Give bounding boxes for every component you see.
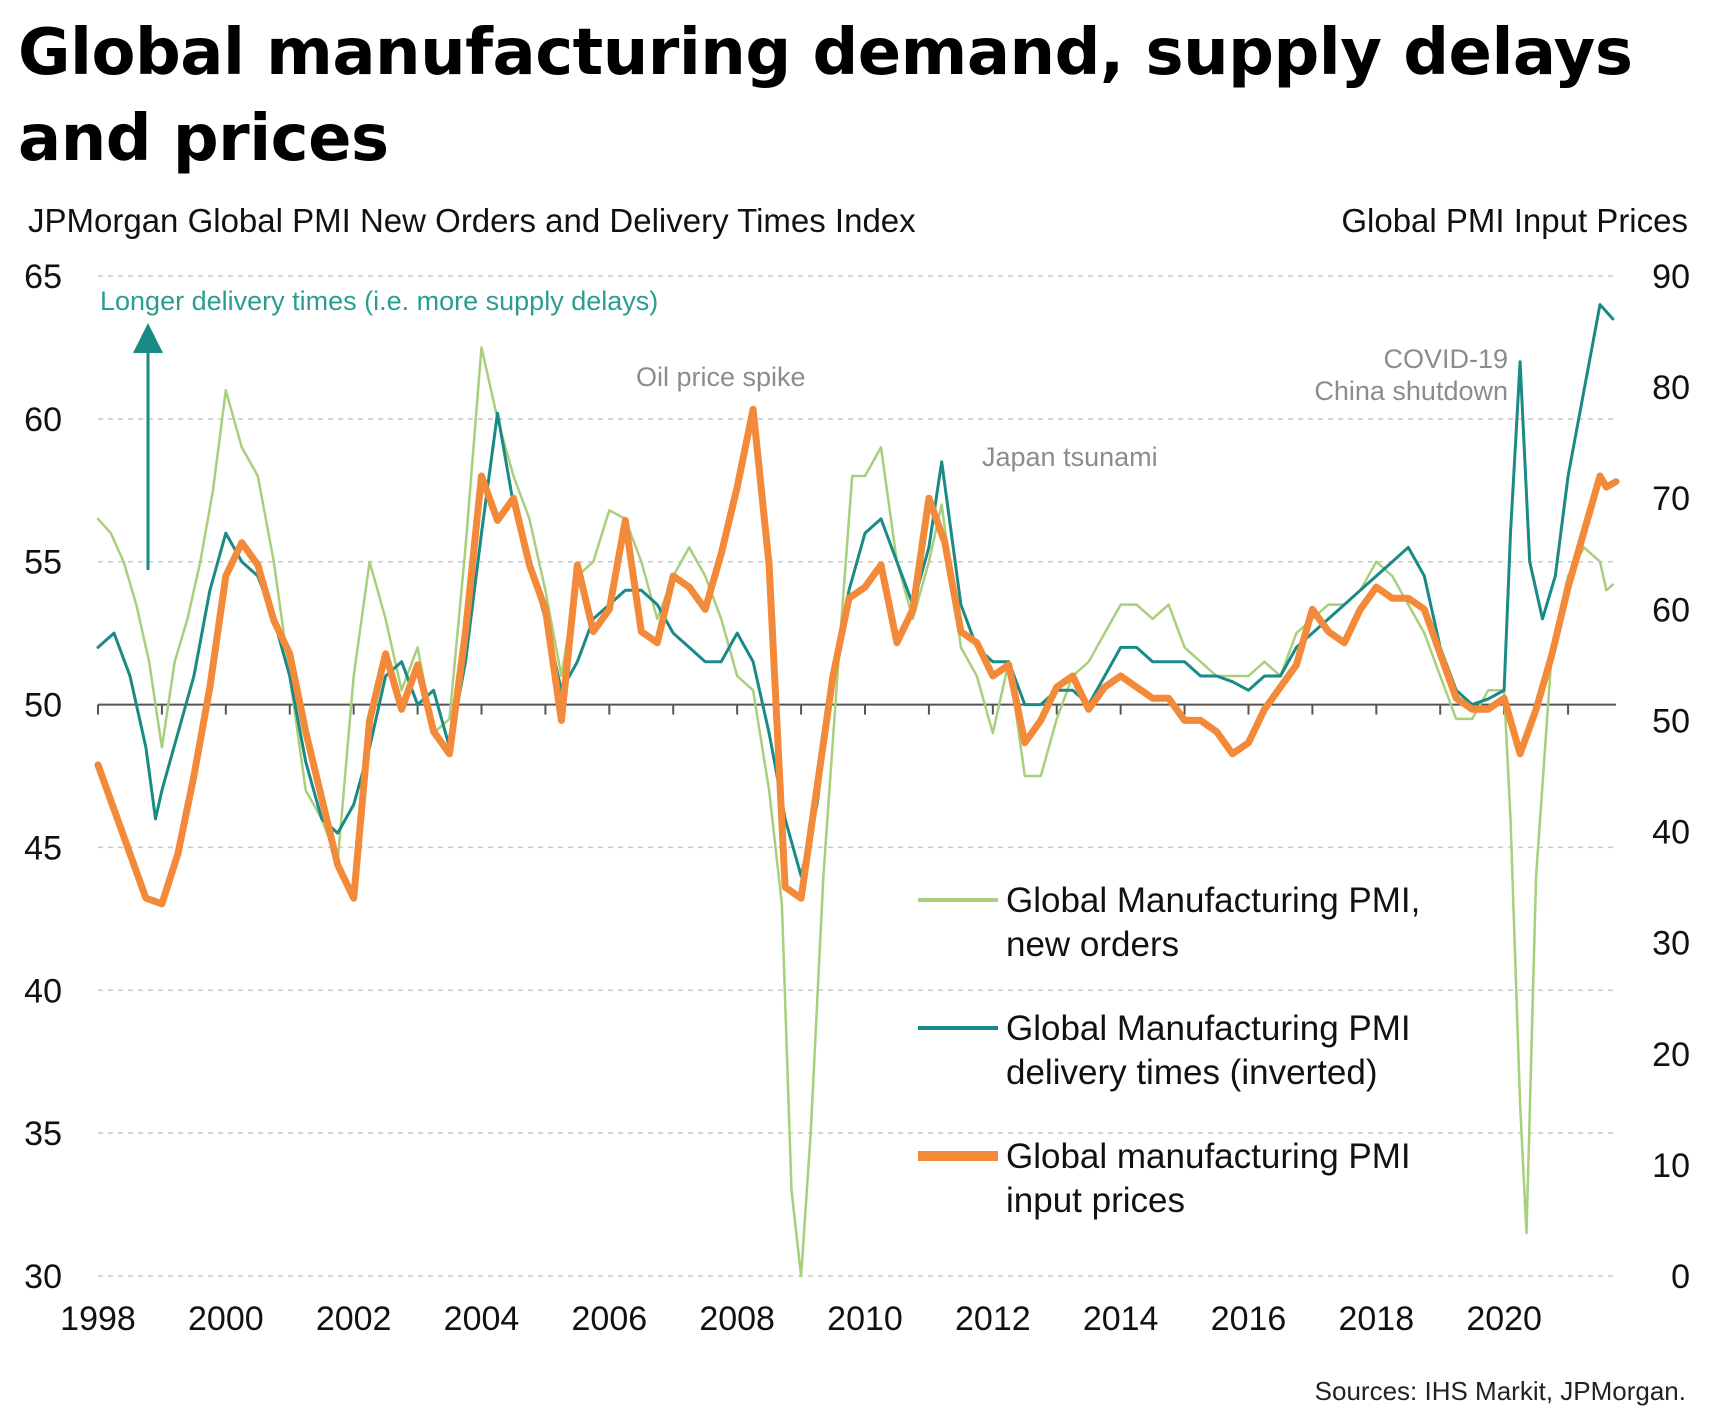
right-y-tick-label: 10 — [1652, 1147, 1690, 1185]
x-tick-label: 2018 — [1338, 1300, 1414, 1338]
legend-label-new-orders-line2: new orders — [1006, 925, 1179, 964]
left-y-tick-label: 35 — [24, 1115, 62, 1153]
japan-tsunami-annotation: Japan tsunami — [982, 442, 1158, 472]
gridlines — [98, 275, 1616, 1277]
x-tick-label: 2012 — [955, 1300, 1031, 1338]
source-note: Sources: IHS Markit, JPMorgan. — [1315, 1376, 1686, 1406]
supply-delays-annotation: Longer delivery times (i.e. more supply … — [100, 286, 658, 316]
series-line-1 — [96, 303, 1615, 878]
left-y-tick-label: 60 — [24, 401, 62, 439]
right-y-tick-label: 90 — [1652, 258, 1690, 296]
left-axis-title: JPMorgan Global PMI New Orders and Deliv… — [28, 202, 916, 239]
x-tick-label: 2008 — [699, 1300, 775, 1338]
right-y-tick-label: 50 — [1652, 702, 1690, 740]
left-y-tick-label: 45 — [24, 829, 62, 867]
right-y-tick-label: 30 — [1652, 925, 1690, 963]
right-y-tick-label: 80 — [1652, 369, 1690, 407]
left-y-tick-label: 30 — [24, 1258, 62, 1296]
x-tick-label: 2020 — [1466, 1300, 1542, 1338]
legend: Global Manufacturing PMI, new orders Glo… — [918, 881, 1420, 1220]
left-y-tick-label: 55 — [24, 544, 62, 582]
x-tick-label: 2002 — [316, 1300, 392, 1338]
left-y-tick-label: 65 — [24, 258, 62, 296]
legend-label-delivery-times-line1: Global Manufacturing PMI — [1006, 1009, 1411, 1048]
x-tick-label: 2006 — [572, 1300, 648, 1338]
x-tick-label: 2000 — [188, 1300, 264, 1338]
x-tick-label: 1998 — [60, 1300, 136, 1338]
covid-annotation-line1: COVID-19 — [1383, 344, 1508, 374]
legend-label-input-prices-line2: input prices — [1006, 1181, 1185, 1220]
legend-label-delivery-times-line2: delivery times (inverted) — [1006, 1053, 1378, 1092]
x-tick-label: 2010 — [827, 1300, 903, 1338]
x-tick-label: 2004 — [444, 1300, 520, 1338]
legend-label-new-orders-line1: Global Manufacturing PMI, — [1006, 881, 1420, 920]
right-y-tick-label: 20 — [1652, 1036, 1690, 1074]
right-y-tick-label: 0 — [1671, 1258, 1690, 1296]
right-axis-title: Global PMI Input Prices — [1341, 202, 1688, 239]
right-y-tick-label: 40 — [1652, 814, 1690, 852]
series-lines — [94, 303, 1620, 1278]
oil-price-annotation: Oil price spike — [636, 362, 806, 392]
x-tick-label: 2016 — [1211, 1300, 1287, 1338]
covid-annotation-line2: China shutdown — [1314, 376, 1508, 406]
left-y-tick-label: 50 — [24, 687, 62, 725]
series-line-2 — [94, 405, 1620, 908]
chart-title: Global manufacturing demand, supply dela… — [18, 16, 1633, 176]
legend-label-input-prices-line1: Global manufacturing PMI — [1006, 1137, 1411, 1176]
right-y-tick-label: 70 — [1652, 480, 1690, 518]
left-y-tick-label: 40 — [24, 972, 62, 1010]
x-tick-label: 2014 — [1083, 1300, 1159, 1338]
right-y-tick-label: 60 — [1652, 591, 1690, 629]
